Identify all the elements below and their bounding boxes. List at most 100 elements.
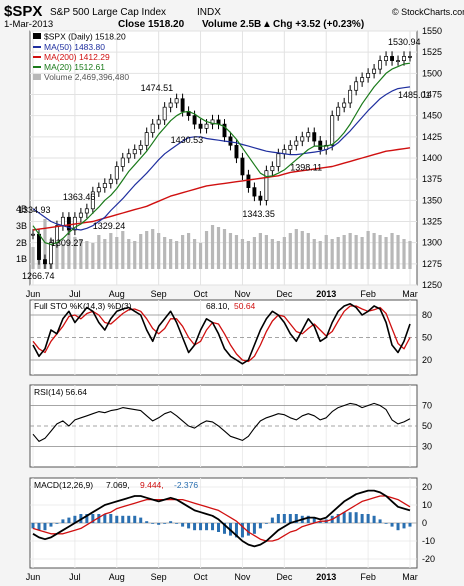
macd-label: MACD(12,26,9) [34,480,93,490]
macd-tick-label: -20 [422,554,435,564]
macd-hist-bar [103,514,107,523]
macd-hist-bar [61,519,65,523]
volume-bar [300,231,304,269]
price-candle [156,119,161,125]
macd-hist-bar [31,523,35,529]
price-candle [300,136,305,142]
volume-bar [384,237,388,269]
volume-bar [372,233,376,269]
volume-bar [115,237,119,269]
price-annotation: 1363.46 [63,192,96,202]
exchange-label: INDX [197,7,221,18]
volume-bar [324,235,328,269]
macd-hist-bar [246,523,250,536]
price-candle [60,216,65,227]
price-candle [150,123,155,133]
macd-hist-bar [222,523,226,534]
index-name: S&P 500 Large Cap Index [50,7,166,18]
macd-hist-bar [127,515,131,523]
macd-value: 7.069, [106,480,130,490]
x-tick-label-top: Dec [276,289,293,299]
price-tick-label: 1525 [422,47,442,57]
price-candle [132,149,137,155]
price-candle [252,187,257,197]
price-tick-label: 1300 [422,238,442,248]
macd-hist-bar [157,523,161,525]
rsi-tick-label: 30 [422,442,432,452]
macd-hist-bar [258,523,262,529]
rsi-label: RSI(14) 56.64 [34,387,87,397]
volume-bar [31,247,35,269]
volume-bar [169,239,173,269]
x-tick-label-bottom: Sep [151,572,167,582]
price-candle [78,212,83,218]
price-candle [222,123,227,138]
price-candle [102,183,107,188]
price-candle [270,166,275,172]
price-candle [336,106,341,117]
price-tick-label: 1250 [422,280,442,290]
price-annotation: 1343.35 [242,209,275,219]
price-candle [402,56,406,61]
chg-arrow-icon: ▲ [262,19,272,30]
volume-bar [348,233,352,269]
sto-d-value: 50.64 [234,301,256,311]
price-tick-label: 1425 [422,132,442,142]
macd-hist-bar [360,514,364,523]
price-candle [342,102,347,108]
volume-bar [43,219,47,269]
macd-hist-bar [396,523,400,531]
macd-hist-bar [67,517,71,523]
price-tick-label: 1450 [422,111,442,121]
legend-swatch-price [33,33,41,39]
volume-bar [85,241,89,269]
price-legend: $SPX (Daily) 1518.20 MA(50) 1483.80 MA(2… [33,32,129,82]
volume-bar [198,243,203,269]
ma20-line [32,62,411,245]
price-tick-label: 1375 [422,174,442,184]
volume-tick-label: 2B [16,238,27,248]
x-tick-label-top: Aug [109,289,125,299]
price-annotation: 1266.74 [22,271,55,281]
legend-swatch-volume [33,74,41,80]
price-annotation: 1530.94 [388,37,421,47]
macd-hist-bar [390,523,394,527]
volume-bar [103,239,107,269]
volume-bar [228,233,233,269]
price-annotation: 1309.27 [51,238,84,248]
macd-line [32,489,411,548]
volume-bar [139,234,143,269]
sto-legend: Full STO %K(14,3) %D(3) 68.10, 50.64 [34,301,256,311]
price-candle [144,132,149,146]
macd-hist-bar [366,514,370,523]
ma200-line [32,147,411,231]
price-tick-label: 1400 [422,153,442,163]
macd-hist-bar [49,523,53,527]
macd-hist-bar [205,523,209,531]
volume-bar [396,235,400,269]
volume-bar [222,229,227,269]
price-candle [180,98,185,112]
legend-ma50: MA(50) 1483.80 [44,42,105,52]
macd-hist-bar [217,523,221,532]
price-tick-label: 1500 [422,68,442,78]
volume-bar [210,225,215,269]
volume-bar [234,235,239,269]
macd-hist-bar [264,523,268,524]
volume-bar [402,239,406,269]
macd-hist-bar [187,523,191,529]
price-candle [318,140,323,150]
volume-bar [246,241,251,269]
ma50-line [32,86,411,231]
price-tick-label: 1325 [422,217,442,227]
close-readout: Close 1518.20 [118,19,185,30]
chart-date: 1-Mar-2013 [4,19,53,30]
volume-bar [354,235,358,269]
x-tick-label-bottom: Mar [402,572,418,582]
legend-ma200: MA(200) 1412.29 [44,52,110,62]
macd-hist-value: -2.376 [174,480,198,490]
volume-bar [186,233,191,269]
price-candle [306,132,311,138]
volume-bar [61,244,65,269]
